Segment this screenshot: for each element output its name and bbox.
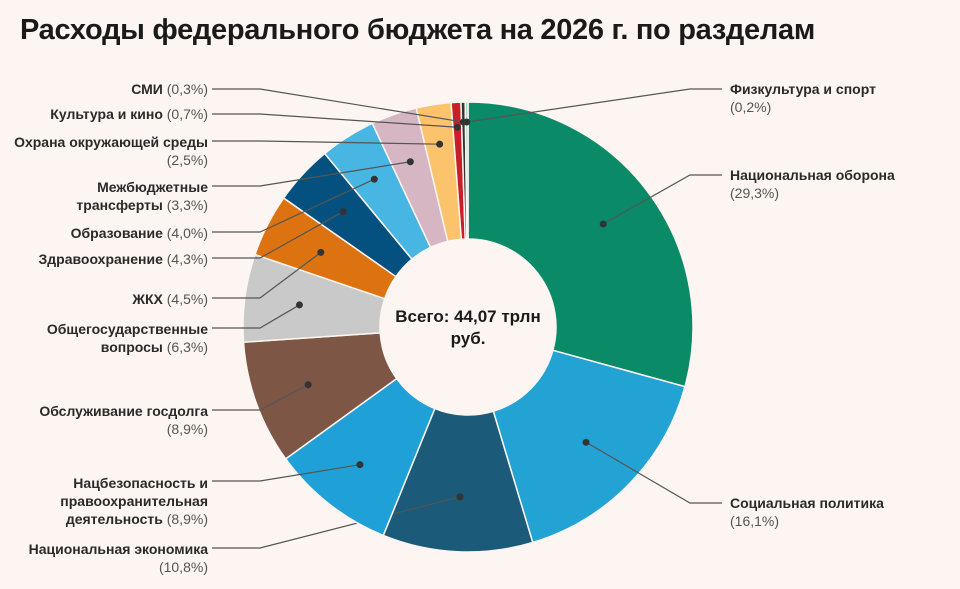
leader-line-7 bbox=[212, 211, 344, 259]
leader-dot-13 bbox=[463, 118, 471, 126]
slice-name: Образование bbox=[70, 225, 167, 241]
leader-dot-8 bbox=[370, 175, 378, 183]
leader-line-13 bbox=[466, 88, 722, 123]
slice-label: Охрана окружающей среды (2,5%) bbox=[8, 133, 208, 169]
slice-percent: (2,5%) bbox=[166, 152, 208, 168]
slice-percent: (8,9%) bbox=[166, 421, 208, 437]
slice-percent: (6,3%) bbox=[166, 339, 208, 355]
slice-name: Физкультура и спорт bbox=[730, 81, 876, 97]
slice-label: ЖКХ (4,5%) bbox=[8, 290, 208, 308]
slice-label: Межбюджетные трансферты (3,3%) bbox=[8, 178, 208, 214]
slice-1 bbox=[492, 349, 686, 544]
slice-percent: (0,3%) bbox=[166, 81, 208, 97]
chart-title: Расходы федерального бюджета на 2026 г. … bbox=[20, 14, 815, 46]
slice-label: Физкультура и спорт (0,2%) bbox=[730, 80, 920, 116]
leader-dot-3 bbox=[356, 461, 364, 469]
leader-dot-4 bbox=[304, 381, 312, 389]
slice-13 bbox=[464, 101, 469, 240]
leader-line-0 bbox=[602, 174, 722, 225]
leader-dot-0 bbox=[599, 220, 607, 228]
slice-name: Здравоохранение bbox=[38, 251, 167, 267]
slice-name: Межбюджетные трансферты bbox=[76, 179, 208, 213]
leader-dot-5 bbox=[295, 301, 303, 309]
slice-name: Культура и кино bbox=[50, 106, 167, 122]
slice-name: ЖКХ bbox=[132, 291, 167, 307]
leader-line-10 bbox=[212, 140, 440, 145]
leader-dot-10 bbox=[436, 140, 444, 148]
leader-dot-11 bbox=[453, 123, 461, 131]
slice-name: СМИ bbox=[131, 81, 167, 97]
slice-percent: (10,8%) bbox=[158, 559, 208, 575]
center-total-label: Всего: 44,07 трлн руб. bbox=[395, 307, 541, 348]
slice-name: Национальная оборона bbox=[730, 167, 895, 183]
leader-line-4 bbox=[212, 384, 309, 411]
slice-label: Национальная оборона (29,3%) bbox=[730, 166, 920, 202]
slice-name: Нацбезопасность и правоохранительная дея… bbox=[60, 475, 208, 527]
slice-percent: (0,2%) bbox=[730, 99, 772, 115]
slice-name: Национальная экономика bbox=[28, 541, 208, 557]
slice-name: Социальная политика bbox=[730, 495, 884, 511]
leader-dot-9 bbox=[406, 158, 414, 166]
slice-label: Социальная политика (16,1%) bbox=[730, 494, 920, 530]
slice-name: Общегосударственные вопросы bbox=[46, 321, 208, 355]
slice-percent: (4,0%) bbox=[166, 225, 208, 241]
slice-percent: (29,3%) bbox=[730, 185, 780, 201]
slice-percent: (4,5%) bbox=[166, 291, 208, 307]
leader-line-12 bbox=[212, 88, 464, 123]
slice-label: Общегосударственные вопросы (6,3%) bbox=[8, 320, 208, 356]
slice-percent: (0,7%) bbox=[166, 106, 208, 122]
slice-percent: (8,9%) bbox=[166, 511, 208, 527]
slice-label: Национальная экономика (10,8%) bbox=[8, 540, 208, 576]
leader-line-9 bbox=[212, 161, 411, 187]
leader-line-2 bbox=[212, 496, 461, 549]
slice-label: Образование (4,0%) bbox=[8, 224, 208, 242]
leader-line-1 bbox=[585, 441, 722, 504]
slice-0 bbox=[467, 101, 694, 388]
slice-percent: (3,3%) bbox=[166, 197, 208, 213]
slice-label: Обслуживание госдолга (8,9%) bbox=[8, 402, 208, 438]
leader-line-8 bbox=[212, 178, 375, 233]
slice-label: Нацбезопасность и правоохранительная дея… bbox=[8, 474, 208, 528]
leader-dot-1 bbox=[582, 438, 590, 446]
leader-dot-6 bbox=[317, 248, 325, 256]
leader-line-5 bbox=[212, 304, 300, 329]
slice-label: Культура и кино (0,7%) bbox=[8, 105, 208, 123]
slice-percent: (4,3%) bbox=[166, 251, 208, 267]
leader-line-6 bbox=[212, 251, 322, 299]
slice-name: Охрана окружающей среды bbox=[14, 134, 208, 150]
leader-line-3 bbox=[212, 464, 361, 482]
slice-percent: (16,1%) bbox=[730, 513, 780, 529]
slice-label: СМИ (0,3%) bbox=[8, 80, 208, 98]
slice-label: Здравоохранение (4,3%) bbox=[8, 250, 208, 268]
slice-name: Обслуживание госдолга bbox=[39, 403, 208, 419]
leader-line-11 bbox=[212, 113, 458, 128]
leader-dot-2 bbox=[456, 493, 464, 501]
leader-dot-7 bbox=[339, 208, 347, 216]
